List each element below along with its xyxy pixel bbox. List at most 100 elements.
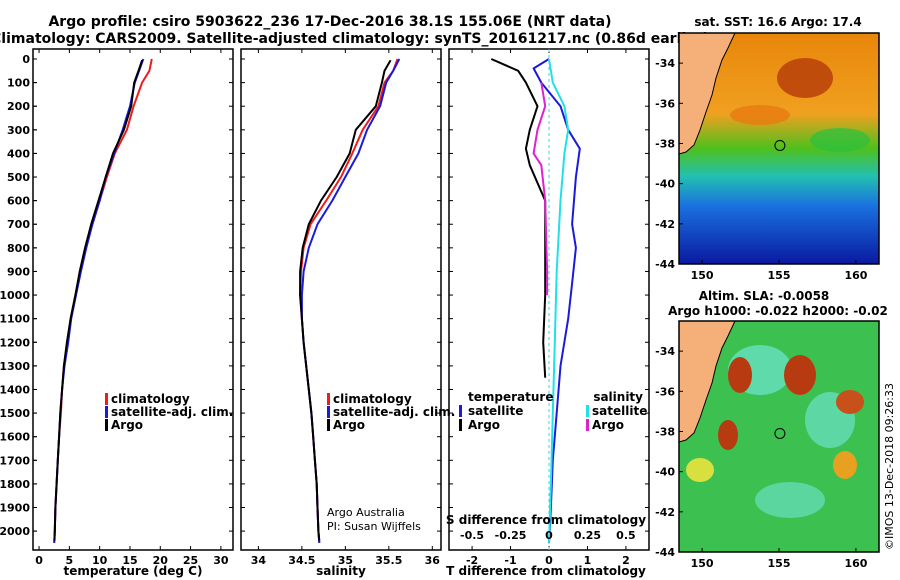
depth-tick-label: 1100 — [0, 313, 30, 326]
sla-high-1 — [728, 357, 752, 393]
depth-tick-label: 1000 — [0, 289, 30, 302]
x-tick-label: 2 — [622, 554, 630, 567]
lat-tick-label: -40 — [655, 466, 675, 479]
depth-tick-label: 300 — [7, 124, 30, 137]
x-tick-label: 30 — [213, 554, 229, 567]
sst-green-patch — [810, 128, 870, 152]
lat-tick-label: -44 — [655, 258, 675, 271]
s-difference-axis-title: S difference from climatology — [446, 513, 646, 527]
salinity-plot: 34 34.5 35 35.5 36 — [241, 49, 441, 567]
sst-land — [679, 33, 735, 154]
imos-watermark: ©IMOS 13-Dec-2018 09:26:33 — [883, 383, 896, 550]
depth-tick-label: 1900 — [0, 502, 30, 515]
s-difference-tick-label: -0.25 — [495, 529, 527, 542]
series-line-t-satellite — [532, 58, 581, 543]
legend-swatch-climatology — [327, 393, 330, 405]
depth-tick-label: 1500 — [0, 407, 30, 420]
depth-tick-label: 1800 — [0, 478, 30, 491]
s-difference-tick-label: -0.5 — [460, 529, 484, 542]
difference-plot-frame — [448, 48, 650, 551]
lat-tick-label: -36 — [655, 97, 675, 110]
series-line-argo — [299, 59, 392, 541]
lat-tick-label: -40 — [655, 178, 675, 191]
legend-title-temperature: temperature — [468, 390, 553, 404]
sla-argo-marker — [774, 427, 786, 439]
series-line-s-satellite — [548, 58, 570, 543]
temperature-axis-title: temperature (deg C) — [64, 564, 203, 578]
lon-tick-label: 150 — [691, 557, 714, 570]
depth-tick-label: 400 — [7, 147, 30, 160]
legend-label-satellite: satellite-adj. clim. — [111, 405, 233, 419]
depth-tick-label: 800 — [7, 242, 30, 255]
sst-warm-eddy — [777, 58, 833, 98]
sla-land — [679, 321, 735, 442]
x-tick-label: 36 — [425, 554, 441, 567]
legend-label-s-argo: Argo — [592, 418, 624, 432]
temperature-plot: 0 5 10 15 20 25 30 — [33, 49, 233, 567]
sla-high-5 — [833, 451, 857, 479]
sla-map — [678, 320, 880, 553]
legend-label-t-satellite: satellite — [468, 404, 523, 418]
series-line-t-argo — [490, 58, 547, 378]
temperature-legend: climatology satellite-adj. clim. Argo — [105, 392, 233, 432]
sst-map-title: sat. SST: 16.6 Argo: 17.4 — [694, 15, 861, 29]
salinity-axis-title: salinity — [316, 564, 366, 578]
sla-coastline — [678, 320, 736, 443]
lon-tick-label: 155 — [768, 557, 791, 570]
legend-label-climatology: climatology — [111, 392, 190, 406]
lat-tick-label: -36 — [655, 385, 675, 398]
salinity-plot-frame — [240, 48, 442, 551]
temperature-plot-frame — [32, 48, 234, 551]
x-tick-label: 20 — [153, 554, 169, 567]
depth-tick-label: 2000 — [0, 525, 30, 538]
s-difference-tick-label: 0.25 — [574, 529, 601, 542]
s-difference-tick-label: 0 — [545, 529, 553, 542]
legend-label-argo: Argo — [111, 418, 143, 432]
x-tick-label: 0 — [35, 554, 43, 567]
sla-map-subtitle: Argo h1000: -0.022 h2000: -0.02 — [668, 304, 888, 318]
depth-tick-label: 100 — [7, 77, 30, 90]
lat-tick-label: -44 — [655, 546, 675, 559]
lat-tick-label: -42 — [655, 506, 675, 519]
legend-title-salinity: salinity — [593, 390, 643, 404]
lon-tick-label: 160 — [844, 557, 867, 570]
legend-swatch-s-argo — [586, 419, 589, 431]
lon-tick-label: 160 — [844, 269, 867, 282]
sst-argo-marker — [774, 139, 786, 151]
x-tick-label: 35 — [338, 554, 353, 567]
figure-title-line-1: Argo profile: csiro 5903622_236 17-Dec-2… — [48, 14, 611, 30]
legend-swatch-t-satellite — [459, 405, 462, 417]
difference-legend: temperature satellite Argo salinity sate… — [459, 390, 647, 432]
pi-label: PI: Susan Wijffels — [327, 520, 421, 533]
lat-tick-label: -42 — [655, 218, 675, 231]
depth-tick-label: 0 — [22, 53, 30, 66]
sla-map-title: Altim. SLA: -0.0058 — [699, 289, 830, 303]
x-tick-label: 5 — [66, 554, 74, 567]
x-tick-label: -1 — [504, 554, 516, 567]
lat-tick-label: -38 — [655, 137, 675, 150]
legend-label-t-argo: Argo — [468, 418, 500, 432]
x-tick-label: -2 — [466, 554, 478, 567]
s-difference-tick-labels: -0.5 -0.25 0 0.25 0.5 — [460, 529, 636, 542]
depth-tick-label: 1400 — [0, 383, 30, 396]
legend-label-climatology: climatology — [333, 392, 412, 406]
legend-swatch-argo — [105, 419, 108, 431]
map-axes: -34 -36 -38 -40 -42 -44 150 155 160 -34 -36 -38 -40 -… — [655, 57, 868, 570]
depth-axis: 0 100 200 300 400 500 600 700 800 900 1000 1100 1200… — [0, 53, 37, 538]
s-difference-tick-label: 0.5 — [616, 529, 636, 542]
x-tick-label: 0 — [545, 554, 553, 567]
legend-swatch-climatology — [105, 393, 108, 405]
depth-tick-label: 700 — [7, 218, 30, 231]
lon-tick-label: 155 — [768, 269, 791, 282]
depth-tick-label: 1200 — [0, 336, 30, 349]
sla-high-3 — [836, 390, 864, 414]
x-tick-label: 15 — [122, 554, 137, 567]
sla-low-3 — [755, 482, 825, 518]
legend-swatch-satellite — [105, 406, 108, 418]
x-tick-label: 34 — [251, 554, 267, 567]
lat-tick-label: -34 — [655, 345, 675, 358]
x-tick-label: 25 — [183, 554, 198, 567]
x-tick-label: 35.5 — [375, 554, 402, 567]
lat-tick-label: -38 — [655, 425, 675, 438]
argo-australia-label: Argo Australia — [327, 506, 405, 519]
